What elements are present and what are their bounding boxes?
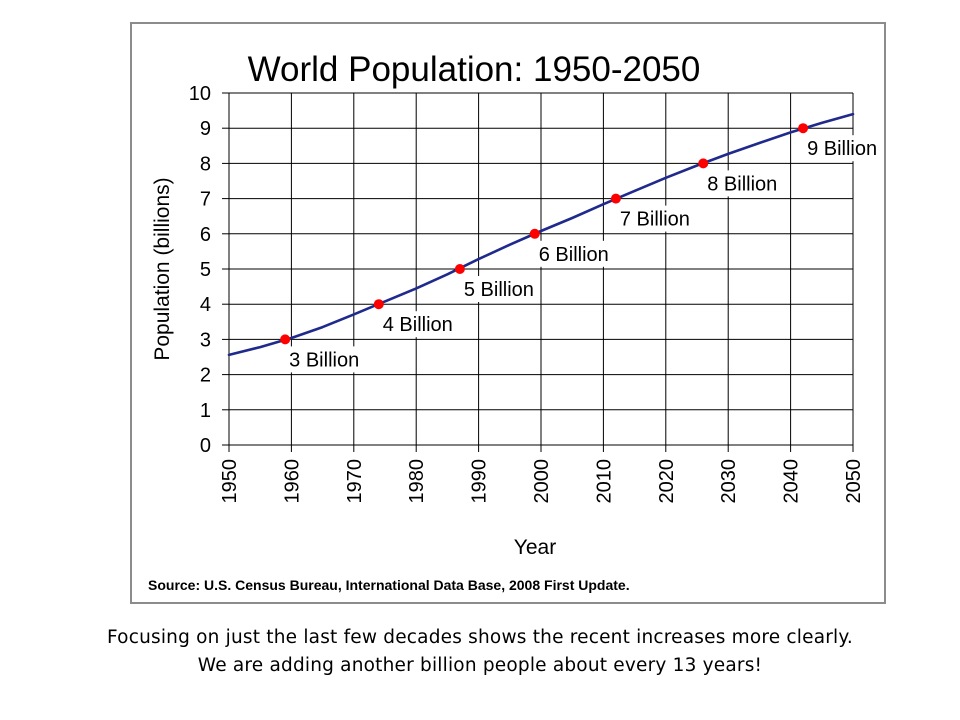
milestone-label: 4 Billion xyxy=(383,314,453,336)
milestone-point xyxy=(529,228,540,239)
milestone-markers xyxy=(280,123,809,345)
y-tick-label-7: 7 xyxy=(200,189,211,211)
milestone-label-bg xyxy=(535,240,612,267)
data-series xyxy=(227,112,855,357)
x-axis-label: Year xyxy=(514,536,556,559)
milestone-label: 9 Billion xyxy=(807,138,877,160)
milestone-label-bg xyxy=(804,135,881,162)
x-tick-label-1960: 1960 xyxy=(281,459,303,504)
grid xyxy=(228,92,854,446)
milestone-label-bg xyxy=(379,311,456,338)
y-tick-label-3: 3 xyxy=(200,329,211,351)
milestone-label-bg xyxy=(286,346,363,373)
y-tick-label-6: 6 xyxy=(200,224,211,246)
y-axis-label: Population (billions) xyxy=(151,177,174,360)
milestone-label: 8 Billion xyxy=(707,173,777,195)
milestone-point xyxy=(454,264,465,274)
milestone-label: 7 Billion xyxy=(620,209,690,231)
milestone-point xyxy=(610,193,621,204)
caption-line-1: Focusing on just the last few decades sh… xyxy=(107,627,853,648)
y-tick-label-8: 8 xyxy=(200,153,211,175)
slide-caption: Focusing on just the last few decades sh… xyxy=(0,624,960,680)
y-tick-label-2: 2 xyxy=(200,365,211,387)
x-tick-label-2010: 2010 xyxy=(593,459,615,504)
milestone-label: 6 Billion xyxy=(539,244,609,266)
chart-panel: World Population: 1950-2050 0 1 2 3 4 5 6 7 8 9 10… xyxy=(130,22,886,604)
milestone-label-bg xyxy=(460,276,537,302)
milestone-point xyxy=(798,123,809,134)
y-tick-label-4: 4 xyxy=(200,294,211,316)
x-tick-label-1950: 1950 xyxy=(219,459,241,504)
y-tick-label-10: 10 xyxy=(189,83,211,105)
y-tick-label-1: 1 xyxy=(200,400,211,422)
x-tick-label-2020: 2020 xyxy=(656,459,678,504)
milestone-label: 3 Billion xyxy=(289,349,359,371)
x-tick-label-2000: 2000 xyxy=(531,459,553,504)
x-tick-label-2030: 2030 xyxy=(718,459,740,504)
population-chart: World Population: 1950-2050 0 1 2 3 4 5 6 7 8 9 10… xyxy=(148,50,881,593)
x-tick-label-1970: 1970 xyxy=(344,459,366,504)
x-tick-label-2050: 2050 xyxy=(843,459,865,504)
y-tick-label-9: 9 xyxy=(200,118,211,140)
milestone-label-bg xyxy=(704,170,781,197)
milestone-point xyxy=(280,334,291,345)
chart-title: World Population: 1950-2050 xyxy=(248,50,701,89)
y-tick-label-0: 0 xyxy=(200,435,211,457)
milestone-point xyxy=(698,158,709,169)
x-tick-label-2040: 2040 xyxy=(781,459,803,504)
milestone-label-bg xyxy=(616,205,693,232)
y-tick-label-5: 5 xyxy=(200,259,211,281)
x-tick-label-1990: 1990 xyxy=(469,459,491,504)
milestone-point xyxy=(373,299,384,310)
milestone-label: 5 Billion xyxy=(464,279,534,301)
source-note: Source: U.S. Census Bureau, Internationa… xyxy=(148,577,630,593)
axes: 0 1 2 3 4 5 6 7 8 9 10 1950 1960 1970 1980 1990 2000 2010… xyxy=(189,83,865,504)
x-tick-label-1980: 1980 xyxy=(406,459,428,504)
caption-line-2: We are adding another billion people abo… xyxy=(197,655,763,676)
population-line xyxy=(227,112,855,357)
